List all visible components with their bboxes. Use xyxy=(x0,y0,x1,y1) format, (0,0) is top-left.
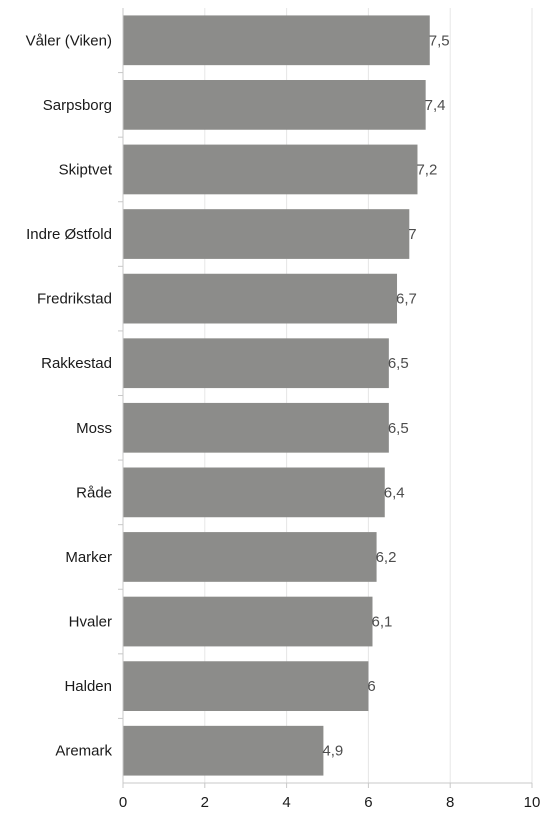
value-label-8: 6,2 xyxy=(376,549,397,566)
labels: Våler (Viken) 7,5 Sarpsborg 7,4 Skiptvet 7,2 I… xyxy=(26,32,541,811)
bar-7 xyxy=(123,467,385,518)
bars xyxy=(123,15,430,776)
bar-5 xyxy=(123,338,389,389)
bar-4 xyxy=(123,273,398,324)
x-tick-label-8: 8 xyxy=(446,794,454,811)
bar-6 xyxy=(123,402,389,453)
value-label-0: 7,5 xyxy=(429,32,450,49)
category-label-7: Råde xyxy=(76,484,112,501)
category-label-11: Aremark xyxy=(55,743,112,760)
value-label-2: 7,2 xyxy=(416,161,437,178)
bar-8 xyxy=(123,532,377,582)
x-tick-label-0: 0 xyxy=(119,794,127,811)
grid-lines xyxy=(204,8,533,783)
category-label-3: Indre Østfold xyxy=(26,226,112,243)
axes xyxy=(118,8,533,788)
bar-9 xyxy=(123,596,373,647)
bar-2 xyxy=(123,144,418,195)
category-label-10: Halden xyxy=(64,678,112,695)
bar-0 xyxy=(123,15,430,66)
value-label-10: 6 xyxy=(367,678,375,695)
value-label-11: 4,9 xyxy=(322,743,343,760)
value-label-4: 6,7 xyxy=(396,291,417,308)
bar-10 xyxy=(123,661,369,711)
x-tick-label-10: 10 xyxy=(524,794,541,811)
x-tick-label-6: 6 xyxy=(364,794,372,811)
value-label-1: 7,4 xyxy=(425,97,446,114)
category-label-0: Våler (Viken) xyxy=(26,32,112,49)
category-label-2: Skiptvet xyxy=(59,161,113,178)
value-label-9: 6,1 xyxy=(371,614,392,631)
category-label-1: Sarpsborg xyxy=(43,97,112,114)
bar-11 xyxy=(123,725,324,776)
bar-1 xyxy=(123,80,426,130)
category-label-9: Hvaler xyxy=(69,614,112,631)
category-label-6: Moss xyxy=(76,420,112,437)
value-label-5: 6,5 xyxy=(388,355,409,372)
value-label-6: 6,5 xyxy=(388,420,409,437)
value-label-7: 6,4 xyxy=(384,484,405,501)
bar-3 xyxy=(123,209,410,259)
category-label-8: Marker xyxy=(65,549,112,566)
value-label-3: 7 xyxy=(408,226,416,243)
x-tick-label-2: 2 xyxy=(201,794,209,811)
category-label-5: Rakkestad xyxy=(41,355,112,372)
x-tick-label-4: 4 xyxy=(282,794,290,811)
category-label-4: Fredrikstad xyxy=(37,291,112,308)
